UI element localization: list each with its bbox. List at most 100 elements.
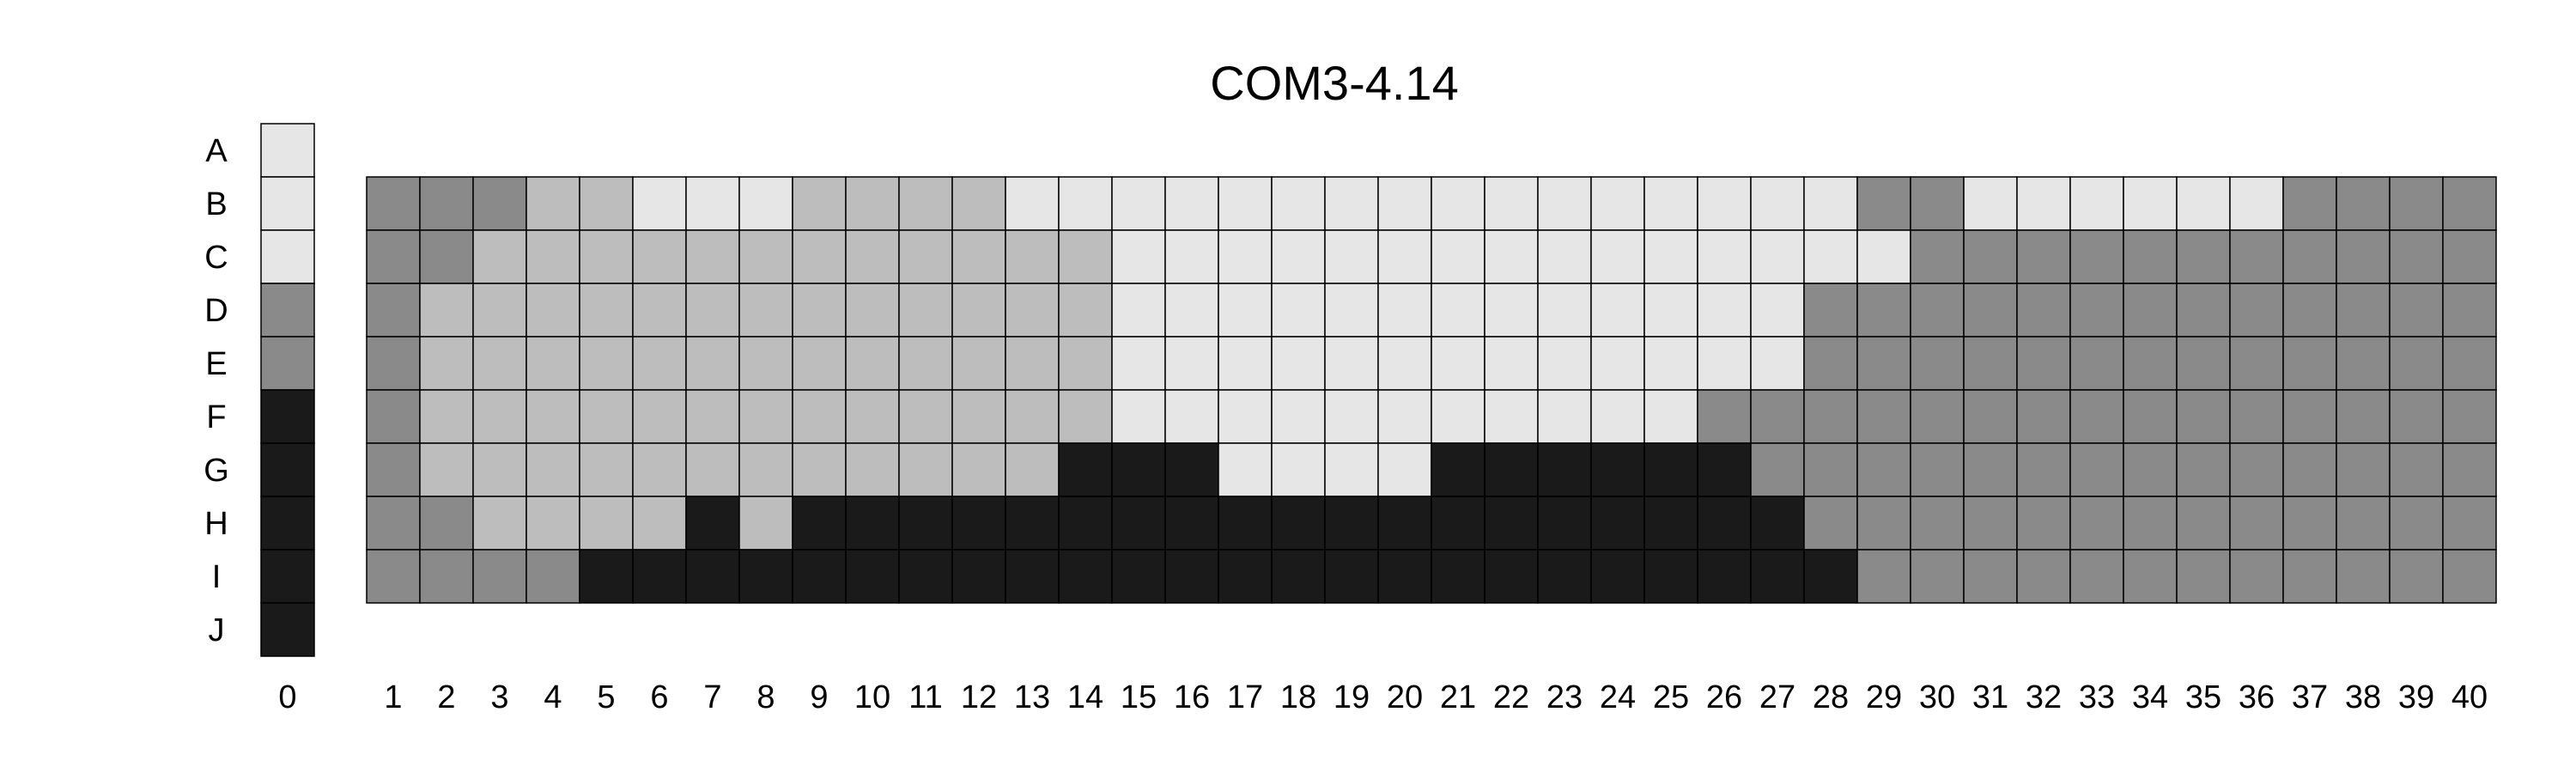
cell-B-32 (2016, 176, 2071, 231)
cell-G-26 (1697, 442, 1752, 497)
column-label-38: 38 (2345, 679, 2381, 715)
cell-I-14 (1058, 549, 1113, 604)
cell-F-31 (1963, 389, 2018, 444)
cell-G-21 (1431, 442, 1485, 497)
cell-B-34 (2123, 176, 2178, 231)
cell-D-3 (472, 283, 527, 338)
column-label-21: 21 (1440, 679, 1476, 715)
cell-H-14 (1058, 496, 1113, 551)
cell-G-2 (419, 442, 474, 497)
cell-C-25 (1643, 229, 1698, 284)
cell-G-34 (2123, 442, 2178, 497)
cell-C-12 (951, 229, 1006, 284)
cell-H-6 (632, 496, 687, 551)
cell-B-3 (472, 176, 527, 231)
cell-H-8 (738, 496, 793, 551)
cell-E-5 (579, 336, 634, 391)
cell-D-26 (1697, 283, 1752, 338)
cell-E-19 (1324, 336, 1379, 391)
cell-D-23 (1537, 283, 1592, 338)
cell-B-11 (898, 176, 953, 231)
cell-F-36 (2229, 389, 2284, 444)
cell-D-8 (738, 283, 793, 338)
cell-I-1 (366, 549, 421, 604)
cell-F-39 (2389, 389, 2444, 444)
cell-D-34 (2123, 283, 2178, 338)
cell-F-12 (951, 389, 1006, 444)
column-label-5: 5 (597, 679, 615, 715)
cell-D-4 (526, 283, 580, 338)
column-label-22: 22 (1493, 679, 1529, 715)
cell-F-37 (2282, 389, 2337, 444)
cell-E-40 (2442, 336, 2497, 391)
column-label-25: 25 (1653, 679, 1689, 715)
cell-E-20 (1377, 336, 1432, 391)
cell-G-33 (2069, 442, 2124, 497)
column-label-31: 31 (1972, 679, 2008, 715)
cell-E-31 (1963, 336, 2018, 391)
cell-C-37 (2282, 229, 2337, 284)
column-label-2: 2 (437, 679, 455, 715)
cell-E-1 (366, 336, 421, 391)
cell-F-7 (685, 389, 740, 444)
cell-C-33 (2069, 229, 2124, 284)
cell-H-20 (1377, 496, 1432, 551)
column-label-24: 24 (1600, 679, 1636, 715)
cell-B-31 (1963, 176, 2018, 231)
cell-D-30 (1910, 283, 1965, 338)
cell-B-6 (632, 176, 687, 231)
cell-C-4 (526, 229, 580, 284)
cell-C-36 (2229, 229, 2284, 284)
cell-C-20 (1377, 229, 1432, 284)
cell-H-15 (1111, 496, 1166, 551)
column-label-3: 3 (490, 679, 508, 715)
cell-G-5 (579, 442, 634, 497)
cell-B-5 (579, 176, 634, 231)
cell-C-3 (472, 229, 527, 284)
cell-F-20 (1377, 389, 1432, 444)
cell-B-9 (792, 176, 847, 231)
cell-G-30 (1910, 442, 1965, 497)
cell-H-29 (1856, 496, 1911, 551)
cell-I-36 (2229, 549, 2284, 604)
cell-I-22 (1484, 549, 1539, 604)
column-label-6: 6 (650, 679, 668, 715)
cell-E-26 (1697, 336, 1752, 391)
cell-I-6 (632, 549, 687, 604)
cell-E-21 (1431, 336, 1485, 391)
row-label-H: H (204, 506, 228, 542)
cell-D-12 (951, 283, 1006, 338)
cell-I-35 (2176, 549, 2231, 604)
column-label-9: 9 (810, 679, 828, 715)
cell-D-27 (1750, 283, 1805, 338)
cell-E-4 (526, 336, 580, 391)
cell-B-36 (2229, 176, 2284, 231)
cell-B-40 (2442, 176, 2497, 231)
cell-B-2 (419, 176, 474, 231)
cell-G-37 (2282, 442, 2337, 497)
cell-C-10 (845, 229, 900, 284)
cell-G-3 (472, 442, 527, 497)
column-label-0: 0 (278, 679, 296, 715)
cell-E-3 (472, 336, 527, 391)
row-label-I: I (212, 559, 222, 595)
cell-E-27 (1750, 336, 1805, 391)
cell-H-38 (2336, 496, 2391, 551)
cell-F-13 (1005, 389, 1060, 444)
cell-G-6 (632, 442, 687, 497)
cell-G-7 (685, 442, 740, 497)
cell-F-22 (1484, 389, 1539, 444)
cell-D-13 (1005, 283, 1060, 338)
cell-F-28 (1803, 389, 1858, 444)
key-cell-C (260, 229, 315, 284)
cell-E-13 (1005, 336, 1060, 391)
column-label-13: 13 (1014, 679, 1050, 715)
cell-E-39 (2389, 336, 2444, 391)
cell-B-18 (1271, 176, 1326, 231)
cell-D-6 (632, 283, 687, 338)
cell-G-38 (2336, 442, 2391, 497)
cell-G-24 (1590, 442, 1645, 497)
cell-F-35 (2176, 389, 2231, 444)
cell-C-21 (1431, 229, 1485, 284)
